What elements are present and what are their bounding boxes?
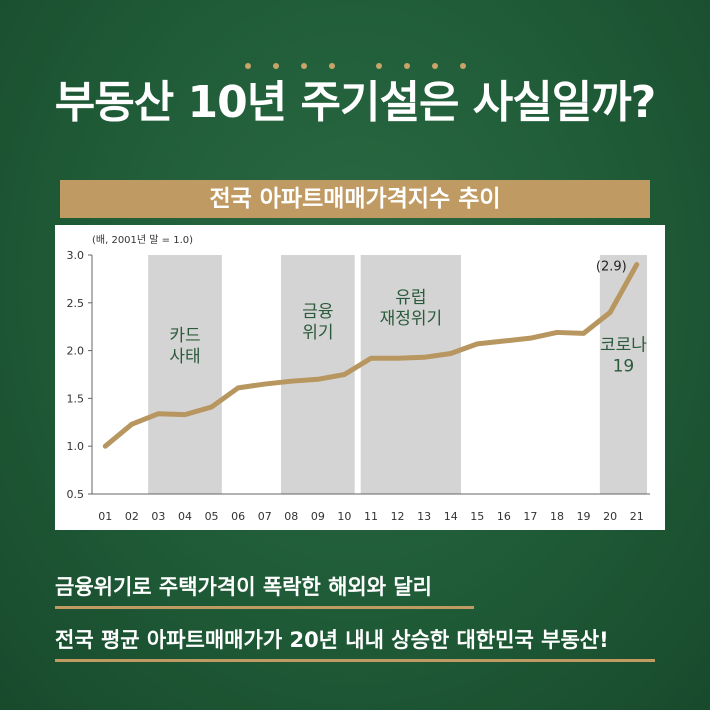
period-label: 코로나 (600, 336, 647, 356)
x-tick-label: 07 (258, 510, 272, 523)
series-line (102, 262, 640, 449)
end-value-label: (2.9) (596, 260, 627, 275)
caption-2-underline (55, 659, 655, 662)
y-tick-label: 1.5 (67, 392, 85, 405)
decor-dot (244, 63, 251, 69)
caption-1-underline (55, 606, 474, 609)
x-tick-label: 21 (630, 510, 644, 523)
x-tick-label: 13 (417, 510, 431, 523)
line-chart: 3.0 2.5 2.0 1.5 1.0 0.5 01 02 03 04 05 06 07 08 09 10 11… (55, 225, 665, 530)
x-tick-label: 02 (125, 510, 139, 523)
decor-dot (272, 63, 279, 69)
x-tick-label: 18 (550, 510, 564, 523)
x-tick-label: 16 (497, 510, 511, 523)
y-tick-label: 3.0 (67, 249, 85, 262)
x-tick-label: 17 (523, 510, 537, 523)
x-tick-label: 12 (391, 510, 405, 523)
y-tick-label: 2.5 (67, 297, 85, 310)
x-tick-label: 03 (151, 510, 165, 523)
caption-2: 전국 평균 아파트매매가가 20년 내내 상승한 대한민국 부동산! (55, 624, 655, 662)
decor-dot (459, 63, 466, 69)
chart-banner: 전국 아파트매매가격지수 추이 (60, 180, 650, 218)
x-tick-label: 04 (178, 510, 192, 523)
decor-dot (300, 63, 307, 69)
decor-dot (403, 63, 410, 69)
decor-dot (431, 63, 438, 69)
period-band (148, 255, 222, 494)
period-band (360, 255, 461, 494)
caption-2-text: 전국 평균 아파트매매가가 20년 내내 상승한 대한민국 부동산! (55, 628, 609, 652)
unit-note: (배, 2001년 말 = 1.0) (92, 234, 193, 246)
chart-background (55, 225, 665, 530)
x-tick-label: 10 (337, 510, 351, 523)
x-tick-label: 11 (364, 510, 378, 523)
title-dots (0, 54, 710, 73)
period-label: 카드 (169, 326, 200, 346)
period-label: 19 (613, 357, 635, 377)
x-tick-label: 06 (231, 510, 245, 523)
period-band (599, 255, 647, 494)
x-tick-label: 05 (205, 510, 219, 523)
period-label: 재정위기 (380, 309, 443, 329)
x-tick-label: 08 (284, 510, 298, 523)
period-label: 위기 (302, 323, 333, 343)
page-title: 부동산 10년 주기설은 사실일까? (54, 77, 656, 128)
x-tick-label: 09 (311, 510, 325, 523)
y-tick-label: 1.0 (67, 440, 85, 453)
decor-dot (328, 63, 335, 69)
y-tick-label: 0.5 (67, 488, 85, 501)
caption-1: 금융위기로 주택가격이 폭락한 해외와 달리 (55, 571, 474, 609)
x-tick-label: 01 (98, 510, 112, 523)
period-label: 사태 (169, 347, 200, 367)
decor-dot (375, 63, 382, 69)
period-label: 금융 (302, 302, 333, 322)
y-tick-label: 2.0 (67, 345, 85, 358)
x-tick-label: 15 (470, 510, 484, 523)
x-tick-label: 19 (577, 510, 591, 523)
period-label: 유럽 (395, 288, 426, 308)
caption-1-text: 금융위기로 주택가격이 폭락한 해외와 달리 (55, 575, 433, 599)
x-tick-label: 20 (603, 510, 617, 523)
x-tick-label: 14 (444, 510, 458, 523)
